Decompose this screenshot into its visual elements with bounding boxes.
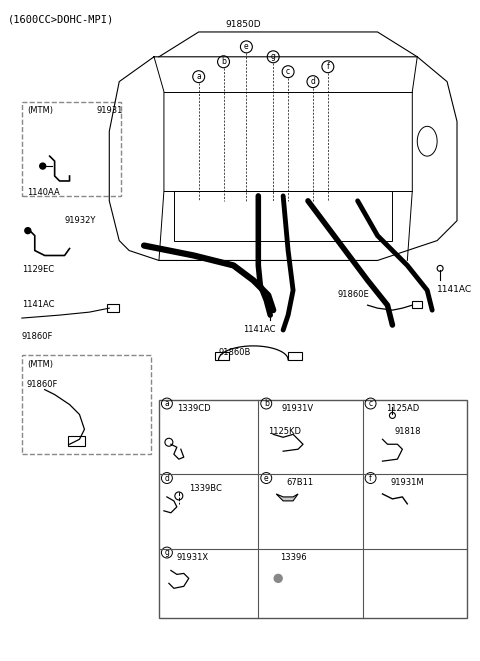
Text: (MTM): (MTM) <box>27 106 53 116</box>
Circle shape <box>274 574 282 582</box>
Text: 91931X: 91931X <box>177 553 209 562</box>
Circle shape <box>25 227 31 233</box>
Text: 91932Y: 91932Y <box>65 215 96 225</box>
Text: 1141AC: 1141AC <box>437 286 472 294</box>
Text: g: g <box>271 52 276 61</box>
Text: 91931M: 91931M <box>390 478 424 487</box>
Text: 1339CD: 1339CD <box>177 403 210 412</box>
Text: c: c <box>286 67 290 76</box>
Text: 1125KD: 1125KD <box>268 428 301 436</box>
Text: e: e <box>264 473 269 483</box>
Text: 91860F: 91860F <box>22 332 53 341</box>
Text: 1141AC: 1141AC <box>22 300 54 309</box>
Text: 91860E: 91860E <box>338 290 370 299</box>
Polygon shape <box>276 494 298 501</box>
Bar <box>412 301 422 308</box>
Bar <box>174 191 393 241</box>
Text: d: d <box>165 473 169 483</box>
Text: c: c <box>369 399 372 408</box>
Text: 91850D: 91850D <box>226 20 261 29</box>
Text: (MTM): (MTM) <box>27 360 53 369</box>
Bar <box>159 399 467 618</box>
Text: f: f <box>326 62 329 71</box>
Circle shape <box>40 163 46 169</box>
Text: 1140AA: 1140AA <box>27 188 60 197</box>
Text: 91818: 91818 <box>394 428 420 436</box>
Text: a: a <box>196 72 201 81</box>
Bar <box>22 355 151 454</box>
Text: 1125AD: 1125AD <box>386 403 419 412</box>
Text: a: a <box>165 399 169 408</box>
Bar <box>288 352 302 360</box>
Text: 1141AC: 1141AC <box>243 325 276 334</box>
Text: 13396: 13396 <box>280 553 307 562</box>
Text: 91931: 91931 <box>96 106 123 116</box>
Text: d: d <box>311 77 315 86</box>
Text: e: e <box>244 42 249 52</box>
Bar <box>215 352 228 360</box>
Text: b: b <box>221 58 226 66</box>
Text: b: b <box>264 399 269 408</box>
Bar <box>68 436 85 446</box>
Bar <box>108 304 119 312</box>
Text: 1339BC: 1339BC <box>189 484 222 493</box>
Text: 91931V: 91931V <box>282 403 314 412</box>
Text: 67B11: 67B11 <box>286 478 313 487</box>
Text: g: g <box>165 548 169 557</box>
Bar <box>22 102 121 196</box>
Text: 91860B: 91860B <box>218 348 251 357</box>
Text: 91860F: 91860F <box>27 379 58 389</box>
Text: f: f <box>369 473 372 483</box>
Text: 1129EC: 1129EC <box>22 266 54 274</box>
Text: (1600CC>DOHC-MPI): (1600CC>DOHC-MPI) <box>8 14 114 24</box>
